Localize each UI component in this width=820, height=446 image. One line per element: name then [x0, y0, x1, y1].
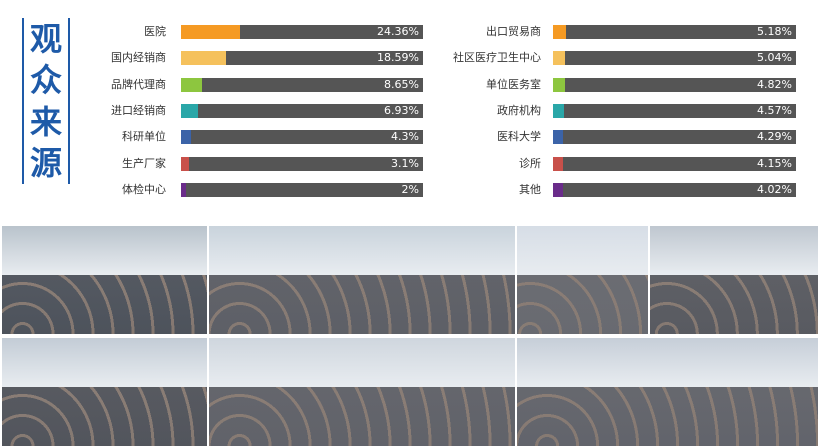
bar-fill: [181, 156, 189, 171]
bar-fill: [553, 77, 565, 92]
bar-value-label: 8.65%: [384, 77, 419, 91]
photo-hall-entrance: [2, 226, 207, 334]
bar-category-label: 品牌代理商: [111, 77, 166, 91]
bar-category-label: 国内经销商: [111, 51, 166, 65]
bar-category-label: 其他: [519, 182, 541, 196]
bar-track: 18.59%: [181, 51, 423, 66]
bar-value-label: 6.93%: [384, 103, 419, 117]
photo-crowd-silhouette: [2, 386, 207, 446]
bar-category-label: 社区医疗卫生中心: [453, 51, 541, 65]
bar-track: 4.15%: [553, 156, 796, 171]
bar-category-label: 医科大学: [497, 130, 541, 144]
bar-track: 4.29%: [553, 130, 796, 145]
bar-value-label: 4.15%: [757, 156, 792, 170]
title-char: 来: [29, 102, 62, 141]
bar-fill: [181, 25, 240, 39]
bar-value-label: 4.02%: [757, 182, 792, 196]
bar-track: 24.36%: [181, 25, 423, 39]
bar-fill: [181, 77, 202, 92]
bar-value-label: 4.29%: [757, 130, 792, 144]
bar-fill: [553, 51, 566, 66]
bar-fill: [181, 103, 198, 118]
photo-exhibit-corridor: [517, 338, 818, 446]
photo-crowd-silhouette: [209, 386, 515, 446]
bar-track: 2%: [181, 182, 423, 197]
bar-category-label: 体检中心: [122, 182, 166, 196]
bar-value-label: 3.1%: [391, 156, 419, 170]
photo-masked-visitors: [209, 338, 515, 446]
bar-category-label: 诊所: [519, 156, 541, 170]
bar-fill: [181, 182, 186, 197]
photo-dense-crowd: [650, 226, 818, 334]
bar-fill: [181, 130, 192, 145]
bar-fill: [553, 103, 565, 118]
bar-fill: [553, 130, 564, 145]
bar-track: 8.65%: [181, 77, 423, 92]
exhibition-photo-collage: [0, 224, 820, 446]
bar-track: 4.82%: [553, 77, 796, 92]
bar-category-label: 科研单位: [122, 130, 166, 144]
photo-crowd-silhouette: [650, 274, 818, 334]
photo-hall-overview: [2, 338, 207, 446]
bar-fill: [553, 25, 566, 39]
bar-value-label: 2%: [401, 182, 419, 196]
bar-value-label: 18.59%: [377, 51, 419, 65]
bar-track: 4.3%: [181, 130, 423, 145]
photo-booth-visitors: [517, 226, 648, 334]
chart-title-vertical: 观 众 来 源: [22, 18, 70, 184]
bar-value-label: 5.04%: [757, 51, 792, 65]
bar-value-label: 24.36%: [377, 25, 419, 38]
bar-fill: [553, 182, 563, 197]
bar-fill: [553, 156, 564, 171]
title-char: 观: [29, 20, 62, 58]
bar-track: 5.04%: [553, 51, 796, 66]
bar-category-label: 进口经销商: [111, 103, 166, 117]
title-char: 源: [29, 143, 62, 182]
bar-category-label: 医院: [144, 25, 166, 38]
bar-value-label: 4.57%: [757, 103, 792, 117]
photo-crowd-silhouette: [209, 274, 515, 334]
bar-category-label: 政府机构: [497, 103, 541, 117]
bar-category-label: 单位医务室: [486, 77, 541, 91]
photo-crowd-aisle: [209, 226, 515, 334]
bar-track: 6.93%: [181, 103, 423, 118]
bar-track: 5.18%: [553, 25, 796, 39]
bar-category-label: 生产厂家: [122, 156, 166, 170]
title-char: 众: [29, 61, 62, 100]
bar-fill: [181, 51, 226, 66]
bar-category-label: 出口贸易商: [486, 25, 541, 38]
bar-track: 4.02%: [553, 182, 796, 197]
bar-value-label: 4.3%: [391, 130, 419, 144]
photo-crowd-silhouette: [517, 274, 648, 334]
bar-track: 4.57%: [553, 103, 796, 118]
photo-crowd-silhouette: [2, 274, 207, 334]
bar-value-label: 5.18%: [757, 25, 792, 38]
bar-track: 3.1%: [181, 156, 423, 171]
photo-crowd-silhouette: [517, 386, 818, 446]
bar-value-label: 4.82%: [757, 77, 792, 91]
